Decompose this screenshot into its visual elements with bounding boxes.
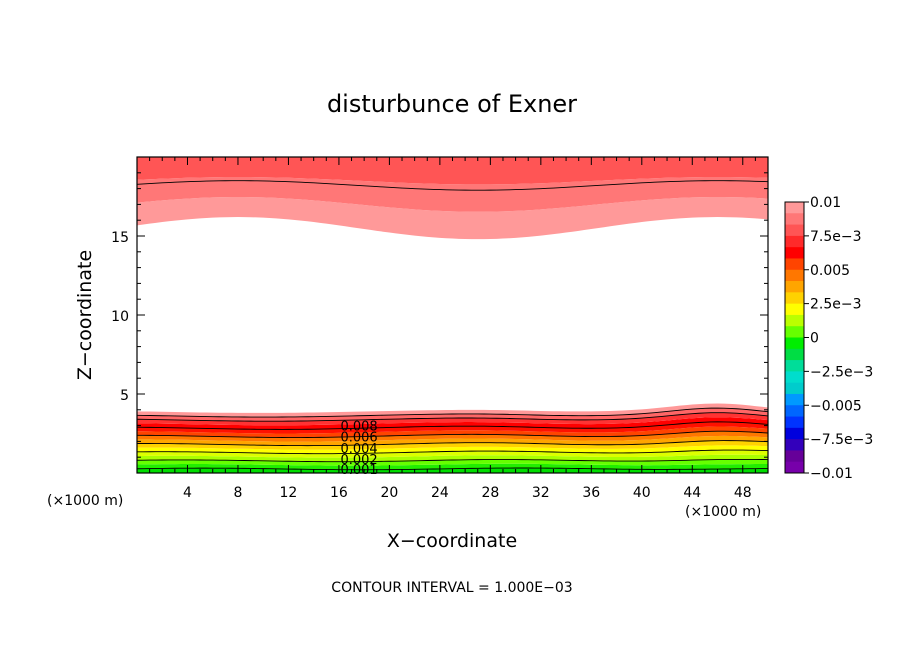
top-contour-line (136, 180, 769, 191)
bottom-contour-line (136, 467, 769, 471)
colorbar-swatch (785, 281, 804, 293)
x-tick-label: 8 (234, 485, 243, 501)
bottom-contour-band (137, 440, 768, 450)
x-tick-label: 36 (582, 485, 600, 501)
colorbar-swatch (785, 360, 804, 372)
colorbar-tick-label: 2.5e−3 (810, 297, 862, 313)
x-tick-label: 40 (633, 485, 651, 501)
contour-label: 0.001 (340, 463, 377, 478)
colorbar-tick-label: −0.01 (810, 466, 853, 482)
colorbar-swatch (785, 393, 804, 406)
colorbar-swatch (785, 213, 804, 225)
x-axis-label: X−coordinate (387, 530, 517, 552)
y-tick-label: 5 (120, 388, 129, 404)
bottom-contour-band (137, 417, 768, 430)
x-tick-label: 20 (380, 485, 398, 501)
bottom-contour-line (136, 458, 769, 463)
colorbar-swatch (785, 461, 804, 474)
x-tick-label: 4 (183, 485, 192, 501)
colorbar-swatch (785, 326, 804, 338)
colorbar-swatch (785, 405, 804, 417)
colorbar-swatch (785, 235, 804, 248)
contour-label: 0.004 (340, 442, 377, 457)
colorbar-swatch (785, 224, 804, 237)
colorbar-swatch (785, 416, 804, 429)
y-axis-label: Z−coordinate (74, 250, 96, 380)
x-tick-label: 44 (683, 485, 701, 501)
colorbar-swatch (785, 439, 804, 451)
colorbar-tick-label: −2.5e−3 (810, 364, 873, 380)
bottom-contour-band (137, 435, 768, 446)
x-tick-label: 16 (330, 485, 348, 501)
x-unit-left: (×1000 m) (47, 493, 123, 509)
contour-fills (137, 157, 768, 473)
x-unit-right: (×1000 m) (685, 504, 761, 520)
top-contour-band (137, 157, 768, 185)
contour-label: 0.002 (340, 453, 377, 468)
top-contour-band (137, 177, 768, 212)
x-tick-label: 28 (481, 485, 499, 501)
bottom-contour-band (137, 412, 768, 426)
colorbar-swatch (785, 337, 804, 350)
bottom-contour-band (137, 454, 768, 462)
colorbar-swatch (785, 348, 804, 361)
bottom-contour-band (137, 445, 768, 454)
bottom-contour-band (137, 431, 768, 442)
colorbar-tick-label: −0.005 (810, 398, 862, 414)
x-tick-label: 24 (431, 485, 449, 501)
contour-lines (136, 180, 769, 471)
bottom-contour-band (137, 450, 768, 458)
contour-label: 0.008 (340, 419, 377, 434)
contour-label: 0.006 (340, 431, 377, 446)
colorbar-tick-label: 0.01 (810, 195, 841, 211)
bottom-contour-line (136, 449, 769, 455)
x-tick-label: 12 (279, 485, 297, 501)
x-tick-label: 32 (532, 485, 550, 501)
bottom-contour-band (137, 426, 768, 438)
colorbar-swatch (785, 427, 804, 440)
colorbar-tick-label: 0 (810, 331, 819, 347)
bottom-contour-line (136, 412, 769, 422)
colorbar-swatch (785, 303, 804, 316)
colorbar-tick-label: −7.5e−3 (810, 432, 873, 448)
colorbar-labels: 0.01 7.5e−3 0.005 2.5e−3 0 −2.5e−3 −0.005 −7.5e… (804, 195, 873, 482)
colorbar-swatch (785, 382, 804, 395)
contour-interval-note: CONTOUR INTERVAL = 1.000E−03 (331, 580, 572, 596)
chart-title: disturbunce of Exner (327, 90, 577, 118)
colorbar-swatch (785, 450, 804, 463)
bottom-contour-band (137, 463, 768, 470)
colorbar-swatch (785, 371, 804, 384)
colorbar-swatch (785, 258, 804, 271)
colorbar-tick-label: 7.5e−3 (810, 229, 862, 245)
y-tick-label: 10 (111, 309, 129, 325)
top-contour-band (137, 197, 768, 240)
bottom-contour-band (137, 408, 768, 422)
bottom-contour-line (136, 407, 769, 418)
bottom-contour-band (137, 403, 768, 418)
colorbar-swatch (785, 269, 804, 282)
colorbar-swatch (785, 202, 804, 214)
colorbar-tick-label: 0.005 (810, 263, 850, 279)
y-tick-label: 15 (111, 230, 129, 246)
colorbar-swatch (785, 247, 804, 259)
colorbar (784, 201, 805, 474)
colorbar-swatch (785, 314, 804, 327)
colorbar-swatch (785, 292, 804, 305)
bottom-contour-line (136, 421, 769, 430)
bottom-contour-line (136, 430, 769, 438)
bottom-contour-line (137, 440, 769, 447)
x-tick-label: 48 (734, 485, 752, 501)
bottom-contour-band (137, 421, 768, 434)
